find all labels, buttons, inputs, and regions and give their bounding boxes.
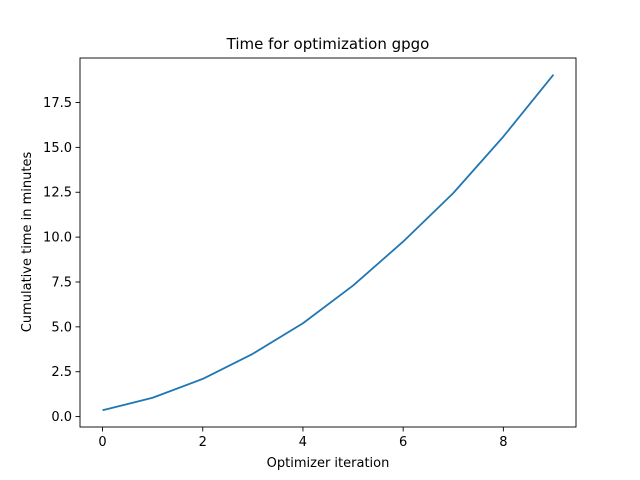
y-tick-label: 0.0 bbox=[51, 410, 72, 425]
plot-frame bbox=[79, 57, 577, 428]
y-tick-label: 5.0 bbox=[51, 320, 72, 335]
series-line-0 bbox=[102, 74, 555, 412]
y-axis-label: Cumulative time in minutes bbox=[20, 152, 35, 333]
y-tick-label: 17.5 bbox=[43, 96, 72, 111]
y-tick-label: 2.5 bbox=[51, 365, 72, 380]
x-tick-label: 6 bbox=[399, 435, 407, 450]
y-tick-label: 15.0 bbox=[43, 141, 72, 156]
x-tick-label: 4 bbox=[299, 435, 307, 450]
x-axis-label: Optimizer iteration bbox=[267, 456, 390, 471]
x-tick-label: 8 bbox=[499, 435, 507, 450]
y-tick-label: 7.5 bbox=[51, 275, 72, 290]
plot-area: 0 2 4 6 8 0.0 2.5 5.0 7.5 10.0 12.5 15.0 17.5 bbox=[43, 57, 577, 450]
x-tick-label: 2 bbox=[199, 435, 207, 450]
chart-title: Time for optimization gpgo bbox=[226, 35, 430, 53]
y-tick-label: 12.5 bbox=[43, 186, 72, 201]
y-tick-label: 10.0 bbox=[43, 231, 72, 246]
x-tick-label: 0 bbox=[98, 435, 106, 450]
